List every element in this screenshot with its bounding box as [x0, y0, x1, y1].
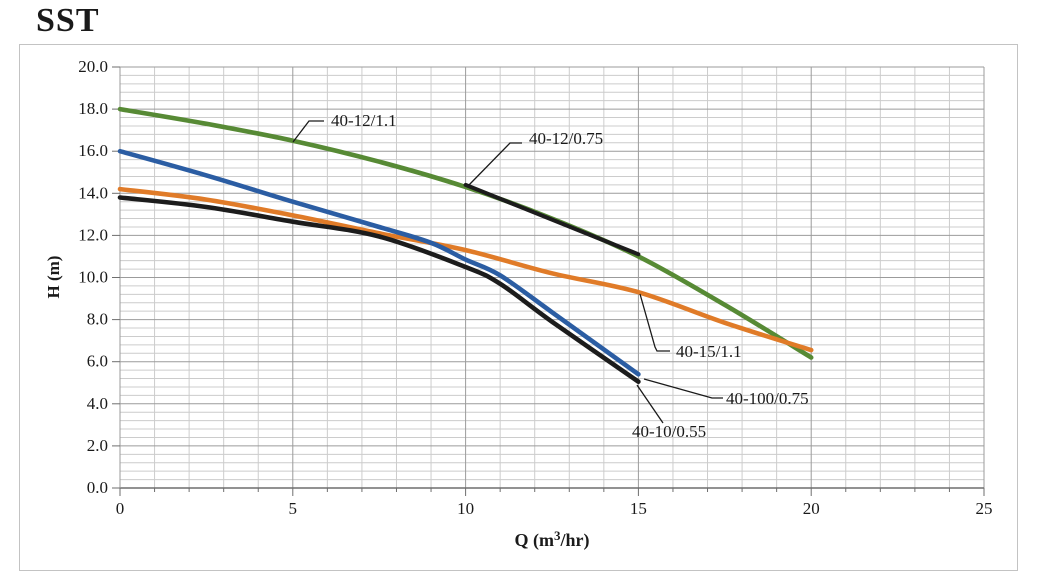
curve-40-15/1.1 — [117, 186, 814, 353]
chart-border — [19, 44, 1018, 571]
x-axis-title-superscript: 3 — [554, 528, 561, 543]
leader-line — [467, 142, 522, 187]
y-tick-label: 10.0 — [78, 268, 108, 287]
annotation-40-15/1.1: 40-15/1.1 — [639, 293, 742, 361]
y-tick-labels: 0.0 2.0 4.0 6.0 8.0 10.0 12.0 14.0 16.0 18.0 20.0 — [78, 57, 108, 497]
x-tick-label: 10 — [457, 499, 474, 518]
y-tick-label: 12.0 — [78, 225, 108, 244]
x-tick-label: 0 — [116, 499, 125, 518]
x-tick-label: 25 — [976, 499, 993, 518]
annotation-40-10/0.55: 40-10/0.55 — [632, 384, 706, 441]
y-tick-label: 8.0 — [87, 310, 108, 329]
curve-label: 40-15/1.1 — [676, 342, 742, 361]
annotation-40-100/0.75: 40-100/0.75 — [643, 378, 809, 408]
y-tick-label: 14.0 — [78, 183, 108, 202]
y-tick-label: 2.0 — [87, 436, 108, 455]
x-axis-title-prefix: Q (m — [514, 530, 555, 550]
tick-marks — [112, 66, 985, 496]
leader-line — [643, 378, 723, 399]
y-axis-title: H (m) — [44, 255, 63, 299]
curve-annotations: 40-12/1.1 40-12/0.75 40-15/1.1 40-100/0.75 4… — [292, 111, 809, 441]
curve-label: 40-10/0.55 — [632, 422, 706, 441]
leader-line — [639, 293, 670, 352]
curve-label: 40-12/0.75 — [529, 129, 603, 148]
y-tick-label: 0.0 — [87, 478, 108, 497]
y-tick-label: 18.0 — [78, 99, 108, 118]
chart-title: SST — [36, 2, 100, 39]
annotation-40-12/1.1: 40-12/1.1 — [292, 111, 397, 143]
x-axis-title-suffix: /hr) — [560, 530, 590, 550]
x-tick-label: 20 — [803, 499, 820, 518]
curve-40-100/0.75 — [117, 148, 641, 377]
leader-line — [292, 120, 324, 143]
curve-label: 40-100/0.75 — [726, 389, 809, 408]
x-axis-title: Q (m3/hr) — [515, 528, 590, 551]
curve-40-12/0.75 — [463, 182, 641, 257]
y-tick-label: 20.0 — [78, 57, 108, 76]
annotation-40-12/0.75: 40-12/0.75 — [467, 129, 603, 187]
pump-curves — [117, 106, 814, 384]
x-tick-label: 15 — [630, 499, 647, 518]
curve-label: 40-12/1.1 — [331, 111, 397, 130]
leader-line — [636, 384, 664, 424]
y-tick-label: 16.0 — [78, 141, 108, 160]
y-tick-label: 6.0 — [87, 352, 108, 371]
x-tick-labels: 0 5 10 15 20 25 — [116, 499, 993, 518]
x-tick-label: 5 — [289, 499, 298, 518]
curve-40-10/0.55 — [117, 195, 641, 384]
y-tick-label: 4.0 — [87, 394, 108, 413]
